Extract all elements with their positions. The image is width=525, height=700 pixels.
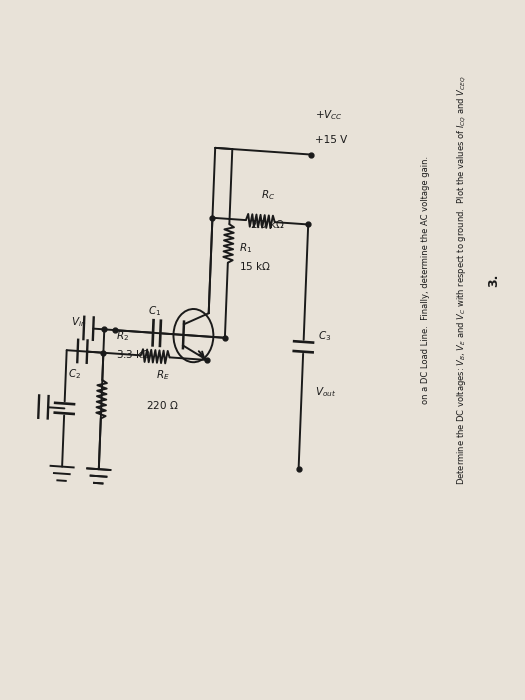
Text: $R_E$: $R_E$	[156, 368, 170, 382]
Text: 3.: 3.	[487, 273, 500, 287]
Text: Determine the DC voltages: $V_B$, $V_E$ and $V_C$ with respect to ground.  Plot : Determine the DC voltages: $V_B$, $V_E$ …	[456, 75, 468, 485]
Text: $R_1$: $R_1$	[239, 241, 252, 255]
Text: +15 V: +15 V	[315, 135, 347, 145]
Text: $C_3$: $C_3$	[318, 329, 331, 343]
Text: $C_1$: $C_1$	[148, 304, 162, 318]
Text: on a DC Load Line.  Finally, determine the AC voltage gain.: on a DC Load Line. Finally, determine th…	[421, 156, 430, 404]
Text: +$V_{CC}$: +$V_{CC}$	[315, 108, 343, 122]
Text: 220 $\Omega$: 220 $\Omega$	[146, 399, 179, 411]
Text: $R_2$: $R_2$	[116, 329, 129, 343]
Text: $V_{out}$: $V_{out}$	[315, 385, 336, 399]
Text: 3.3 k$\Omega$: 3.3 k$\Omega$	[116, 347, 151, 360]
Text: $C_2$: $C_2$	[68, 368, 81, 382]
Text: $R_C$: $R_C$	[260, 188, 275, 202]
Text: 2.0 k$\Omega$: 2.0 k$\Omega$	[250, 218, 286, 230]
Text: $V_{in}$: $V_{in}$	[71, 315, 87, 329]
Text: 15 k$\Omega$: 15 k$\Omega$	[239, 260, 271, 272]
